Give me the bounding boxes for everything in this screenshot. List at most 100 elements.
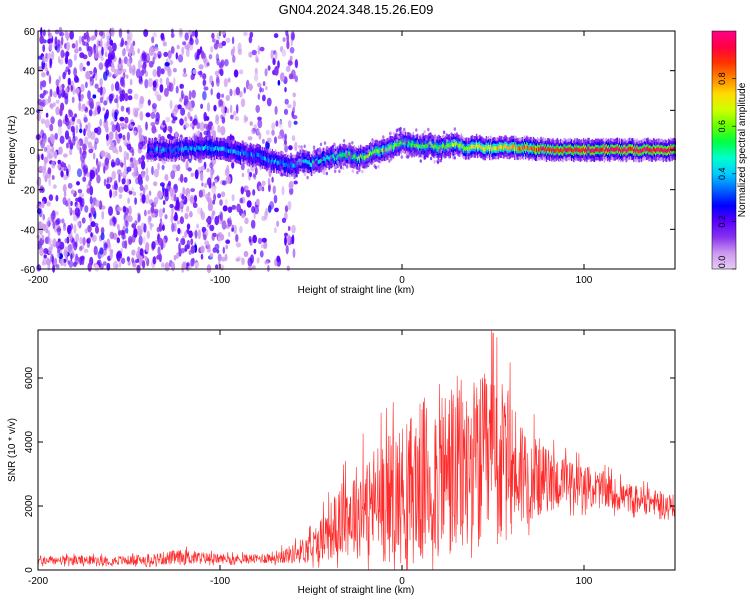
spectrogram-ridge-cell xyxy=(516,146,518,151)
spectrogram-noise-cell xyxy=(267,65,271,71)
spectrogram-noise-cell xyxy=(284,139,287,145)
spectrogram-noise-cell xyxy=(168,51,171,61)
spectrogram-ridge-cell xyxy=(533,147,536,152)
spectrogram-noise-cell xyxy=(420,133,423,138)
spectrogram-noise-cell xyxy=(86,172,90,178)
spectrogram-ridge-cell xyxy=(609,149,611,154)
spectrogram-ridge-cell xyxy=(653,147,656,152)
spectrogram-ridge-cell xyxy=(338,154,340,158)
spectrogram-noise-cell xyxy=(88,109,93,117)
spectrogram-noise-cell xyxy=(145,167,149,176)
spectrogram-noise-cell xyxy=(255,54,259,63)
spectrogram-noise-cell xyxy=(257,119,263,129)
spectrogram-noise-cell xyxy=(114,183,118,191)
spectrogram-ridge-cell xyxy=(171,148,173,153)
spectrogram-noise-cell xyxy=(41,153,44,161)
spectrogram-noise-cell xyxy=(175,52,178,60)
spectrogram-noise-cell xyxy=(199,70,203,78)
spectrogram-ridge-cell xyxy=(273,160,276,164)
spectrogram-ridge-cell xyxy=(601,148,603,152)
spectrogram-noise-cell xyxy=(102,261,107,266)
spectrogram-noise-cell xyxy=(96,174,101,184)
spectrogram-noise-cell xyxy=(127,106,131,115)
spectrogram-ridge-cell xyxy=(617,148,620,153)
spectrogram-ridge-cell xyxy=(453,143,455,148)
spectrogram-noise-cell xyxy=(303,144,306,149)
spectrogram-noise-cell xyxy=(87,90,91,100)
spectrogram-noise-cell xyxy=(157,54,161,59)
spectrogram-ridge-cell xyxy=(149,147,151,152)
spectrogram-noise-cell xyxy=(96,39,100,48)
spectrogram-ridge-cell xyxy=(553,148,555,153)
spectrogram-ridge-cell xyxy=(148,146,150,151)
spectrogram-noise-cell xyxy=(320,164,323,169)
spectrogram-ridge-cell xyxy=(527,145,529,150)
spectrogram-noise-cell xyxy=(179,200,184,210)
spectrogram-noise-cell xyxy=(86,61,91,66)
spectrogram-ridge-cell xyxy=(615,146,618,151)
spectrogram-noise-cell xyxy=(119,162,124,167)
spectrogram-ridge-cell xyxy=(448,143,450,147)
spectrogram-ridge-cell xyxy=(596,147,598,152)
spectrogram-noise-cell xyxy=(399,128,402,133)
spectrogram-ridge-cell xyxy=(377,149,379,154)
spectrogram-noise-cell xyxy=(403,127,406,132)
spectrogram-noise-cell xyxy=(77,221,81,227)
spectrogram-noise-cell xyxy=(293,175,296,180)
spectrogram-ridge-cell xyxy=(278,160,280,165)
spectrogram-ridge-cell xyxy=(436,145,438,150)
spectrogram-noise-cell xyxy=(163,87,169,97)
spectrogram-noise-cell xyxy=(137,48,140,54)
spectrogram-noise-cell xyxy=(198,189,203,198)
spectrogram-noise-cell xyxy=(276,220,280,227)
spectrogram-noise-cell xyxy=(164,174,169,181)
spectrogram-noise-cell xyxy=(100,150,106,158)
spectrogram-noise-cell xyxy=(339,160,342,164)
spectrogram-noise-cell xyxy=(55,211,59,216)
spectrogram-noise-cell xyxy=(187,101,192,111)
spectrogram-noise-cell xyxy=(177,104,182,110)
spectrogram-noise-cell xyxy=(222,205,228,212)
spectrogram-ridge-cell xyxy=(604,147,607,152)
spectrogram-ridge-cell xyxy=(284,163,287,167)
spectrogram-ridge-cell xyxy=(650,148,652,153)
spectrogram-noise-cell xyxy=(232,46,236,53)
spectrogram-noise-cell xyxy=(106,133,109,141)
spectrogram-ridge-cell xyxy=(320,158,323,163)
spectrogram-noise-cell xyxy=(189,37,194,46)
spectrogram-ridge-cell xyxy=(543,147,545,152)
spectrogram-noise-cell xyxy=(233,224,237,235)
spectrogram-noise-cell xyxy=(52,221,56,230)
spectrogram-noise-cell xyxy=(68,139,72,145)
spectrogram-noise-cell xyxy=(276,255,281,263)
spectrogram-noise-cell xyxy=(217,193,222,199)
spectrogram-noise-cell xyxy=(287,60,293,66)
spectrogram-noise-cell xyxy=(79,147,82,155)
spectrogram-noise-cell xyxy=(105,31,110,41)
spectrogram-noise-cell xyxy=(445,133,448,137)
spectrogram-noise-cell xyxy=(243,87,246,94)
spectrogram-noise-cell xyxy=(327,149,331,154)
spectrogram-noise-cell xyxy=(346,165,349,169)
spectrogram-noise-cell xyxy=(284,98,289,105)
spectrogram-noise-cell xyxy=(87,122,91,130)
spectrogram-noise-cell xyxy=(62,184,67,193)
spectrogram-ridge-cell xyxy=(460,142,462,147)
snr-y-tick-label: 0 xyxy=(24,567,35,573)
spectrogram-noise-cell xyxy=(388,150,391,155)
spectrogram-noise-cell xyxy=(191,89,196,99)
spectrogram-noise-cell xyxy=(110,27,115,37)
spectrogram-ridge-cell xyxy=(481,145,483,150)
spectrogram-noise-cell xyxy=(281,49,286,57)
spectrogram-ridge-cell xyxy=(433,145,435,150)
spectrogram-ridge-cell xyxy=(623,147,625,152)
spectrogram-noise-cell xyxy=(240,163,245,171)
spectrogram-ridge-cell xyxy=(550,147,552,152)
spectrogram-noise-cell xyxy=(86,35,91,43)
spectrogram-ridge-cell xyxy=(539,147,541,152)
spectrogram-noise-cell xyxy=(87,225,92,233)
spectrogram-noise-cell xyxy=(405,151,408,156)
spectrogram-noise-cell xyxy=(312,145,316,149)
spectrogram-noise-cell xyxy=(266,97,272,107)
spectrogram-noise-cell xyxy=(145,112,151,118)
